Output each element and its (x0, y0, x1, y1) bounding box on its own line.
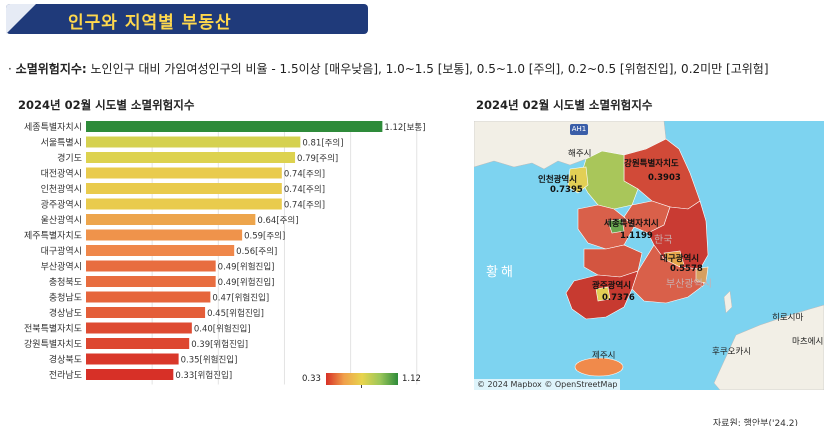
label-daegu: 대구광역시 (660, 254, 700, 264)
category-label: 경기도 (57, 152, 82, 164)
label-hiroshima: 히로시마 (772, 313, 804, 323)
bullet: · (8, 62, 12, 76)
label-incheon: 인천광역시 (538, 175, 578, 185)
bar[interactable] (86, 307, 206, 318)
label-gwangju: 광주광역시 (592, 281, 632, 291)
category-label: 경상북도 (49, 354, 82, 366)
region-gwangju (595, 286, 611, 302)
data-source: 자료원: 행안부('24.2) (712, 419, 798, 426)
value-label: 0.45[위험진입] (207, 308, 264, 319)
label-busan: 부산광역시 (666, 279, 712, 290)
category-label: 부산광역시 (41, 261, 82, 273)
category-label: 강원특별자치도 (24, 338, 82, 350)
bar[interactable] (86, 214, 256, 225)
bar[interactable] (86, 167, 282, 179)
category-label: 세종특별자치시 (24, 121, 82, 133)
bar[interactable] (86, 183, 282, 194)
label-incheon-value: 0.7395 (550, 185, 583, 195)
label-jeju: 제주시 (592, 351, 616, 361)
value-label: 0.47[위험진입] (212, 293, 269, 304)
bar[interactable] (86, 229, 243, 241)
label-fukuoka: 후쿠오카시 (712, 347, 752, 357)
label-gwangju-value: 0.7376 (602, 293, 635, 303)
description-label: 소멸위험지수: (15, 62, 87, 76)
bar[interactable] (86, 322, 192, 334)
route-badge: AH1 (570, 124, 588, 135)
value-label: 0.74[주의] (284, 169, 325, 180)
description-text: 노인인구 대비 가임여성인구의 비율 - 1.5이상 [매우낮음], 1.0~1… (86, 62, 769, 76)
region-incheon (567, 166, 589, 194)
value-label: 0.49[위험진입] (218, 277, 275, 288)
value-label: 0.79[주의] (297, 153, 338, 164)
tsushima-land (723, 290, 733, 314)
page-title: 인구와 지역별 부동산 (68, 13, 232, 33)
label-gangwon: 강원특별자치도 (624, 159, 679, 169)
title-banner: 인구와 지역별 부동산 (6, 4, 368, 34)
bar[interactable] (86, 260, 216, 272)
label-matsue: 마츠에시 (792, 337, 824, 347)
label-sejong-value: 1.1199 (620, 231, 653, 241)
value-label: 0.81[주의] (302, 138, 343, 149)
bar-chart: 세종특별자치시 1.12[보통] 서울특별시 0.81[주의] 경기도 0.79[주의] 대… (24, 121, 426, 385)
bar[interactable] (86, 353, 179, 365)
label-gangwon-value: 0.3903 (648, 173, 681, 183)
label-sejong: 세종특별자치시 (604, 219, 659, 229)
map-attribution[interactable]: © 2024 Mapbox © OpenStreetMap (474, 379, 621, 390)
bar[interactable] (86, 338, 190, 349)
category-label: 대전광역시 (41, 168, 82, 180)
value-label: 0.39[위험진입] (191, 339, 248, 350)
category-label: 제주특별자치도 (24, 230, 82, 242)
category-label: 광주광역시 (41, 199, 82, 211)
value-label: 0.64[주의] (257, 215, 298, 226)
category-label: 전북특별자치도 (24, 323, 82, 335)
value-label: 0.59[주의] (244, 231, 285, 242)
value-label: 0.56[주의] (236, 246, 277, 257)
value-label: 0.49[위험진입] (218, 262, 275, 273)
value-label: 0.74[주의] (284, 200, 325, 211)
label-haeju: 해주시 (568, 149, 592, 159)
legend-max: 1.12 (402, 374, 421, 384)
category-label: 울산광역시 (41, 214, 82, 226)
bar[interactable] (86, 276, 216, 287)
label-yellow-sea: 황해 (486, 265, 516, 280)
color-legend: 0.33 1.12 (302, 369, 432, 389)
category-label: 충청북도 (49, 277, 82, 288)
bar[interactable] (86, 152, 296, 163)
region-gyeongnam (631, 244, 705, 304)
map-shapes (474, 121, 824, 390)
category-label: 경상남도 (49, 307, 82, 319)
bar[interactable] (86, 291, 211, 303)
bar[interactable] (86, 369, 174, 380)
region-ulsan (695, 266, 709, 284)
legend-min: 0.33 (302, 374, 321, 384)
value-label: 0.35[위험진입] (181, 355, 238, 366)
category-label: 대구광역시 (41, 245, 82, 257)
value-label: 1.12[보통] (384, 123, 425, 133)
category-label: 전라남도 (49, 370, 82, 381)
bar[interactable] (86, 136, 301, 148)
value-label: 0.74[주의] (284, 184, 325, 195)
region-sejong (607, 218, 625, 234)
value-label: 0.40[위험진입] (194, 324, 251, 335)
region-jeonbuk (583, 244, 643, 278)
bar[interactable] (86, 245, 235, 256)
bar[interactable] (86, 121, 383, 132)
index-description: · 소멸위험지수: 노인인구 대비 가임여성인구의 비율 - 1.5이상 [매우… (8, 60, 828, 77)
label-daegu-value: 0.5578 (670, 264, 703, 274)
category-label: 서울특별시 (41, 138, 82, 149)
label-korea: 한국 (654, 235, 673, 246)
bar[interactable] (86, 198, 282, 210)
legend-mid-tick (361, 385, 362, 388)
region-chungnam (577, 204, 635, 250)
legend-gradient (326, 373, 398, 385)
value-label: 0.33[위험진입] (175, 370, 232, 381)
category-label: 충청남도 (49, 293, 82, 304)
region-jeju (574, 357, 624, 377)
japan-land (713, 304, 824, 390)
choropleth-map[interactable]: AH1 해주시 강원특별자치도 0.3903 인천광역시 0.7395 세종특별… (474, 121, 824, 390)
bar-chart-title: 2024년 02월 시도별 소멸위험지수 (18, 98, 195, 112)
banner-corner-accent (6, 4, 36, 34)
category-label: 인천광역시 (41, 183, 82, 195)
map-title: 2024년 02월 시도별 소멸위험지수 (476, 98, 653, 112)
